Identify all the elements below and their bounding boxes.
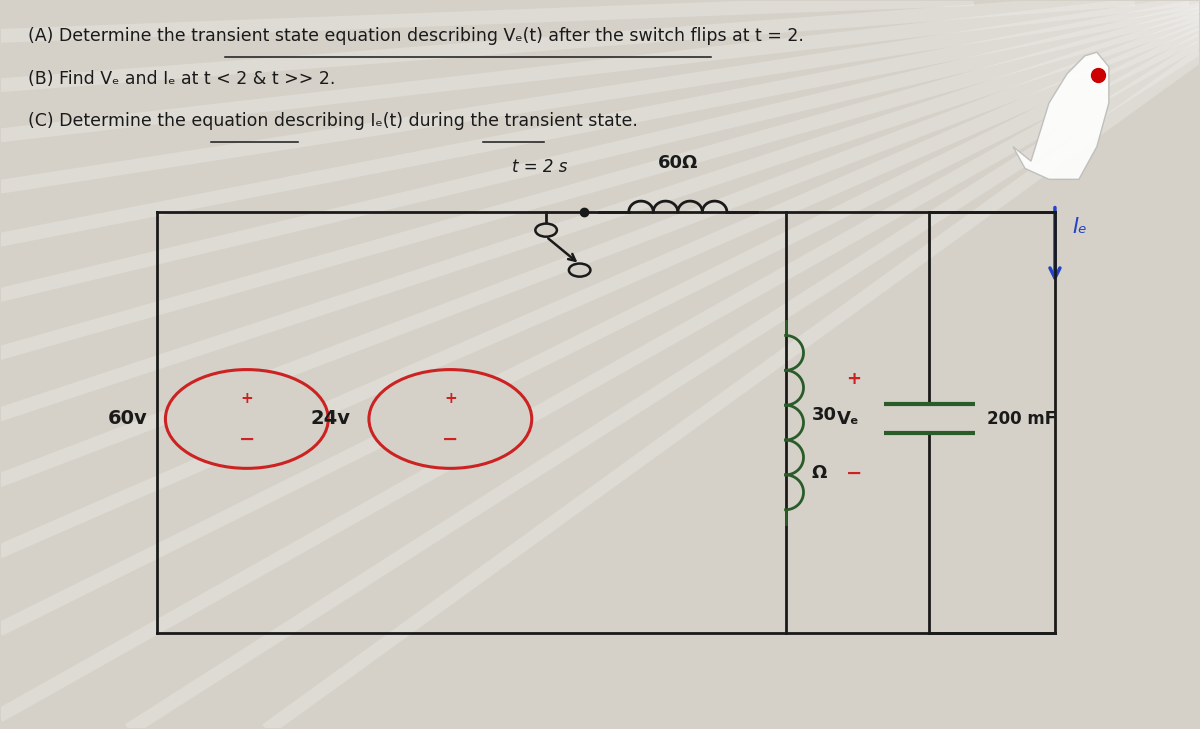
Text: −: − — [442, 430, 458, 449]
Circle shape — [368, 370, 532, 468]
Text: +: + — [240, 391, 253, 406]
Text: 24v: 24v — [311, 410, 350, 429]
Text: (B) Find Vₑ and Iₑ at t < 2 & t >> 2.: (B) Find Vₑ and Iₑ at t < 2 & t >> 2. — [28, 71, 335, 88]
Text: 60Ω: 60Ω — [658, 154, 698, 172]
Text: (A) Determine the transient state equation describing Vₑ(t) after the switch fli: (A) Determine the transient state equati… — [28, 27, 804, 44]
Text: +: + — [444, 391, 457, 406]
Text: −: − — [846, 464, 862, 483]
Text: 60v: 60v — [108, 410, 148, 429]
Text: 200 mF: 200 mF — [986, 410, 1056, 428]
Text: +: + — [846, 370, 862, 388]
Text: 30: 30 — [812, 406, 836, 424]
Text: Ω: Ω — [812, 464, 827, 483]
Polygon shape — [1013, 52, 1109, 179]
Text: Iₑ: Iₑ — [1073, 217, 1087, 236]
Text: Vₑ: Vₑ — [838, 410, 859, 428]
Circle shape — [535, 224, 557, 237]
Circle shape — [569, 264, 590, 276]
Text: (C) Determine the equation describing Iₑ(t) during the transient state.: (C) Determine the equation describing Iₑ… — [28, 112, 637, 130]
Text: −: − — [239, 430, 256, 449]
Text: t = 2 s: t = 2 s — [512, 157, 568, 176]
Circle shape — [166, 370, 329, 468]
